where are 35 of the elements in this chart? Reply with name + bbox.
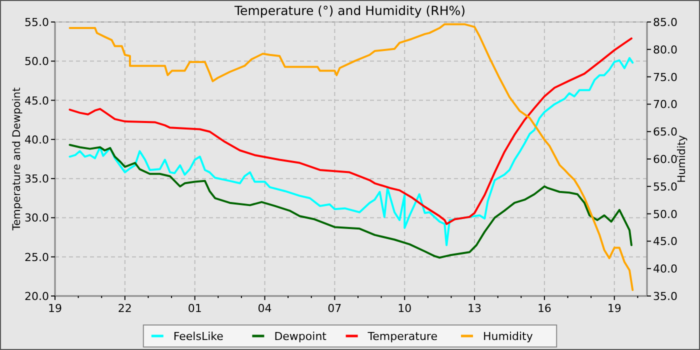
- y2-tick-label: 60.0: [653, 153, 678, 166]
- legend-label: FeelsLike: [173, 330, 224, 343]
- y-tick-label: 20.0: [24, 290, 49, 303]
- y2-axis-title: Humidity: [676, 135, 688, 183]
- legend-label: Humidity: [483, 330, 534, 343]
- y2-tick-label: 80.0: [653, 43, 678, 56]
- y2-tick-label: 55.0: [653, 180, 678, 194]
- y2-tick-label: 50.0: [653, 208, 678, 221]
- legend-label: Temperature: [366, 330, 438, 343]
- y-tick-label: 25.0: [24, 250, 49, 264]
- y-tick-label: 35.0: [24, 172, 49, 186]
- x-tick-label: 10: [398, 302, 412, 315]
- x-tick-label: 13: [468, 302, 482, 315]
- x-tick-label: 16: [537, 302, 552, 315]
- y-tick-label: 55.0: [24, 16, 49, 29]
- y2-tick-label: 85.0: [653, 16, 678, 29]
- x-tick-label: 22: [118, 302, 132, 315]
- x-tick-label: 07: [328, 302, 342, 315]
- x-tick-label: 01: [188, 302, 202, 315]
- legend-label: Dewpoint: [274, 330, 328, 343]
- y2-tick-label: 65.0: [653, 126, 678, 139]
- y-axis-title: Temperature and Dewpoint: [11, 88, 23, 232]
- y2-tick-label: 35.0: [653, 290, 678, 303]
- y2-tick-label: 45.0: [653, 235, 678, 248]
- x-tick-label: 04: [258, 302, 272, 315]
- y2-tick-label: 40.0: [653, 262, 678, 276]
- y-tick-label: 40.0: [24, 133, 49, 146]
- chart-title: Temperature (°) and Humidity (RH%): [234, 3, 466, 18]
- y-tick-label: 30.0: [24, 212, 49, 225]
- x-tick-label: 19: [48, 302, 62, 315]
- x-tick-label: 19: [607, 302, 622, 315]
- y2-tick-label: 70.0: [653, 98, 678, 112]
- y2-tick-label: 75.0: [653, 70, 678, 84]
- y-tick-label: 50.0: [24, 55, 49, 68]
- y-tick-label: 45.0: [24, 94, 49, 108]
